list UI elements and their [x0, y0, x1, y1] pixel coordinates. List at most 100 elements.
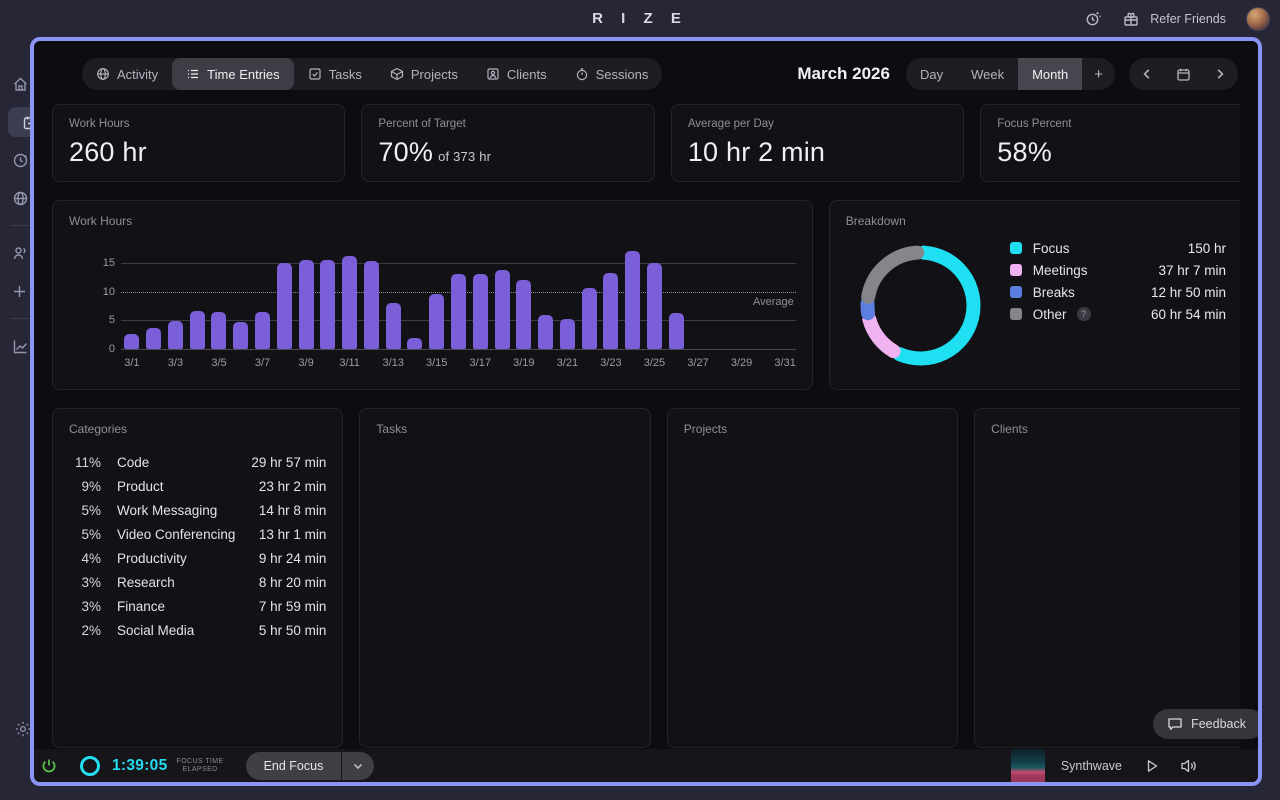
work-hours-bar[interactable]	[538, 314, 554, 349]
category-time: 7 hr 59 min	[258, 598, 327, 614]
play-icon[interactable]	[1144, 758, 1160, 774]
prev-period-chevron-icon[interactable]	[1129, 58, 1165, 90]
sessions-clock-icon[interactable]	[12, 145, 52, 175]
add-plus-icon[interactable]	[12, 276, 52, 306]
category-row[interactable]: 2% Social Media 5 hr 50 min	[69, 618, 326, 642]
top-app-bar: R I Z E Refer Friends	[0, 0, 1280, 37]
stat-label: Average per Day	[687, 118, 774, 130]
category-row[interactable]: 5% Work Messaging 14 hr 8 min	[69, 498, 326, 522]
work-hours-bar[interactable]	[516, 280, 532, 349]
work-hours-bar[interactable]	[494, 269, 510, 349]
user-avatar[interactable]	[1246, 6, 1270, 31]
gift-icon	[1122, 10, 1140, 28]
help-icon[interactable]: ?	[1076, 307, 1091, 321]
legend-color-chip	[1009, 308, 1022, 320]
donut-segment-breaks[interactable]	[860, 296, 875, 321]
category-time: 29 hr 57 min	[251, 454, 327, 470]
category-percent: 5%	[81, 502, 101, 518]
work-hours-bar[interactable]	[429, 294, 445, 349]
work-hours-bar[interactable]	[298, 259, 314, 349]
work-hours-bar[interactable]	[668, 313, 684, 349]
legend-value: 60 hr 54 min	[1150, 306, 1226, 322]
date-navigator	[1129, 58, 1238, 90]
view-month[interactable]: Month	[1018, 58, 1083, 90]
settings-gear-icon[interactable]	[14, 720, 32, 738]
view-day[interactable]: Day	[919, 66, 944, 82]
category-row[interactable]: 4% Productivity 9 hr 24 min	[69, 546, 326, 570]
work-hours-bar[interactable]	[276, 263, 292, 349]
work-hours-bar[interactable]	[451, 274, 466, 349]
calendar-icon[interactable]	[1165, 58, 1202, 90]
tab-tasks[interactable]: Tasks	[294, 58, 376, 90]
work-hours-bar[interactable]	[342, 256, 358, 349]
work-hours-bar[interactable]	[559, 319, 575, 349]
work-hours-bar[interactable]	[146, 328, 162, 349]
end-focus-button[interactable]: End Focus	[245, 751, 342, 780]
tab-time-entries[interactable]: Time Entries	[172, 58, 294, 90]
categories-list: 11% Code 29 hr 57 min 9% Product 23 hr 2 min 5…	[69, 450, 326, 642]
stat-card-percent-of-target: Percent of Target 70% of 373 hr	[361, 104, 655, 182]
focus-timer-sparkle-icon[interactable]	[1084, 10, 1102, 28]
album-art[interactable]	[1010, 748, 1045, 782]
tab-activity[interactable]: Activity	[82, 58, 172, 90]
donut-segment-meetings[interactable]	[862, 312, 901, 359]
volume-icon[interactable]	[1180, 758, 1198, 774]
focus-footer-bar: 1:39:05 FOCUS TIME ELAPSED End Focus Syn…	[34, 748, 1258, 782]
speech-bubble-icon	[1168, 718, 1182, 730]
add-view-button[interactable]: +	[1094, 65, 1103, 83]
work-hours-bar[interactable]	[167, 321, 183, 349]
x-axis-tick: 3/21	[556, 357, 579, 369]
work-hours-bar[interactable]	[581, 288, 597, 349]
x-axis-tick: 3/11	[339, 357, 360, 369]
category-time: 13 hr 1 min	[258, 526, 327, 542]
stat-value: 70%	[378, 137, 434, 167]
work-hours-bar-plot: 0 5 10 15 Average 3/1 3/3 3/5 3/7 3/9 3/11 3/13 3/15…	[103, 249, 796, 369]
focus-timer-value: 1:39:05	[112, 756, 168, 774]
work-hours-bar[interactable]	[646, 262, 662, 349]
work-hours-bar[interactable]	[472, 273, 488, 349]
category-row[interactable]: 9% Product 23 hr 2 min	[69, 474, 326, 498]
tab-clients[interactable]: Clients	[472, 58, 561, 90]
category-row[interactable]: 5% Video Conferencing 13 hr 1 min	[69, 522, 326, 546]
work-hours-bar[interactable]	[320, 260, 336, 349]
work-hours-bar[interactable]	[385, 302, 401, 349]
sidebar-divider	[10, 225, 36, 226]
panel-title: Clients	[991, 422, 1028, 436]
legend-label: Breaks	[1032, 284, 1075, 300]
globe-icon[interactable]	[12, 183, 52, 213]
work-hours-bar[interactable]	[189, 310, 205, 349]
power-icon[interactable]	[40, 757, 58, 775]
donut-segment-other[interactable]	[860, 245, 924, 304]
next-period-chevron-icon[interactable]	[1202, 58, 1238, 90]
work-hours-bar[interactable]	[124, 334, 140, 349]
category-percent: 11%	[74, 454, 101, 470]
view-week[interactable]: Week	[971, 66, 1005, 82]
category-row[interactable]: 3% Finance 7 hr 59 min	[69, 594, 326, 618]
home-icon[interactable]	[12, 69, 52, 99]
work-hours-bar[interactable]	[363, 261, 379, 349]
work-hours-chart-card: Work Hours 0 5 10 15 Average 3/1 3/3 3/5 3/7 3/9 3…	[52, 200, 813, 390]
gridline	[121, 263, 796, 265]
focus-timer-caption: FOCUS TIME ELAPSED	[176, 757, 224, 773]
work-hours-bar[interactable]	[211, 312, 227, 349]
tab-sessions[interactable]: Sessions	[561, 58, 663, 90]
work-hours-bar[interactable]	[233, 322, 249, 349]
legend-row: Breaks 12 hr 50 min	[1009, 281, 1226, 303]
category-row[interactable]: 11% Code 29 hr 57 min	[69, 450, 326, 474]
end-focus-dropdown-chevron-icon[interactable]	[342, 751, 375, 780]
work-hours-bar[interactable]	[255, 311, 271, 349]
feedback-button[interactable]: Feedback	[1153, 709, 1258, 739]
work-hours-bar[interactable]	[603, 273, 619, 349]
tab-projects[interactable]: Projects	[376, 58, 472, 90]
category-name: Video Conferencing	[117, 526, 236, 542]
donut-segment-focus[interactable]	[892, 245, 981, 366]
reports-chart-icon[interactable]	[12, 331, 52, 361]
track-name: Synthwave	[1060, 758, 1122, 773]
work-hours-bar[interactable]	[407, 338, 423, 349]
legend-color-chip	[1009, 264, 1022, 276]
work-hours-bar[interactable]	[625, 251, 641, 349]
x-axis-tick: 3/25	[643, 357, 666, 369]
people-icon[interactable]	[12, 238, 52, 268]
category-row[interactable]: 3% Research 8 hr 20 min	[69, 570, 326, 594]
refer-friends-button[interactable]: Refer Friends	[1122, 10, 1226, 28]
